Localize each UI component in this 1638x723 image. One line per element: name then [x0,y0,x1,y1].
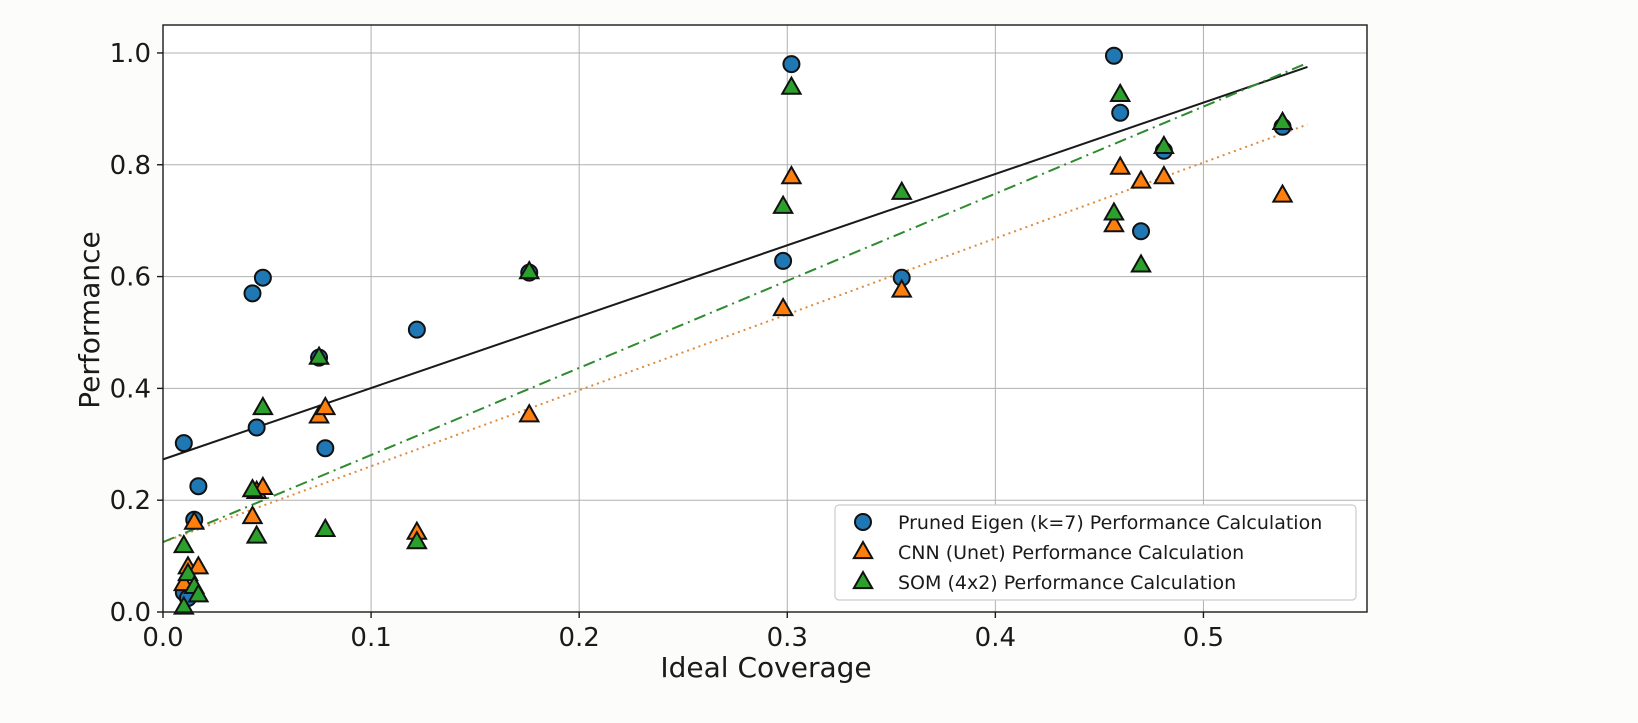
y-tick-label: 0.4 [110,374,151,404]
data-point-circle [189,477,208,496]
x-tick-label: 0.3 [767,623,808,653]
data-point-triangle [518,403,541,423]
legend-marker-triangle [852,569,874,590]
x-tick-label: 0.4 [975,623,1016,653]
data-point-circle [243,284,262,303]
data-point-circle [316,439,335,458]
legend-box [834,504,1357,601]
data-point-circle [1111,103,1130,122]
data-point-triangle [1271,110,1294,130]
data-point-triangle [245,524,268,544]
data-point-triangle [314,517,337,537]
data-point-triangle [1103,201,1125,221]
data-point-triangle [187,583,210,603]
data-point-triangle [405,530,428,550]
data-point-triangle [780,165,803,185]
data-points [172,46,1294,615]
data-point-circle [1132,222,1151,241]
data-point-triangle [780,75,803,95]
data-point-circle [1104,46,1123,65]
legend-entry-label: SOM (4x2) Performance Calculation [898,572,1236,594]
x-axis-label: Ideal Coverage [660,651,871,684]
data-point-triangle [1109,82,1132,103]
data-point-triangle [251,395,274,416]
data-point-circle [774,251,793,270]
y-tick-label: 0.6 [110,263,151,293]
data-point-triangle [172,533,195,554]
data-point-triangle [183,510,206,530]
legend: Pruned Eigen (k=7) Performance Calculati… [834,504,1357,601]
data-point-triangle [308,345,330,365]
trend-line [162,62,1308,544]
data-point-triangle [1130,253,1152,273]
data-point-triangle [890,278,913,298]
plot-frame [162,24,1368,613]
x-tick-label: 0.5 [1183,623,1224,653]
x-tick-label: 0.1 [350,623,391,653]
y-tick-label: 0.0 [110,598,151,628]
data-point-triangle [1153,165,1175,185]
x-tick-label: 0.2 [558,623,599,653]
data-point-triangle [1103,213,1125,233]
data-point-triangle [241,504,264,525]
tick-labels: 0.0 0.1 0.2 0.3 0.4 0.5 0.0 0.2 0.4 0.6 0.8 1.0 [110,39,1224,653]
data-point-triangle [187,555,210,575]
data-point-triangle [172,595,195,615]
data-point-triangle [1153,134,1175,155]
legend-entry-label: Pruned Eigen (k=7) Performance Calculati… [898,512,1322,534]
data-point-triangle [314,395,337,416]
y-tick-label: 0.2 [110,486,151,516]
legend-marker-triangle [852,539,874,560]
data-point-triangle [772,194,795,214]
data-point-triangle [1109,155,1132,175]
data-point-circle [253,268,272,287]
y-tick-label: 1.0 [110,39,151,69]
data-point-circle [407,320,426,339]
axes [162,24,1368,613]
data-point-triangle [1271,183,1294,203]
y-axis-label: Performance [73,231,106,408]
data-point-circle [247,418,266,437]
legend-marker-circle [854,513,872,531]
data-point-triangle [890,180,913,200]
legend-entry-label: CNN (Unet) Performance Calculation [898,542,1244,564]
trend-lines [162,62,1308,544]
data-point-triangle [177,561,199,582]
data-point-triangle [518,260,541,280]
data-point-triangle [241,478,264,498]
y-tick-label: 0.8 [110,151,151,181]
data-point-triangle [772,296,795,317]
trend-line [162,123,1308,544]
data-point-circle [174,434,193,453]
trend-line [162,65,1308,461]
data-point-circle [782,55,801,74]
x-tick-label: 0.0 [142,623,183,653]
data-point-triangle [1130,169,1152,189]
